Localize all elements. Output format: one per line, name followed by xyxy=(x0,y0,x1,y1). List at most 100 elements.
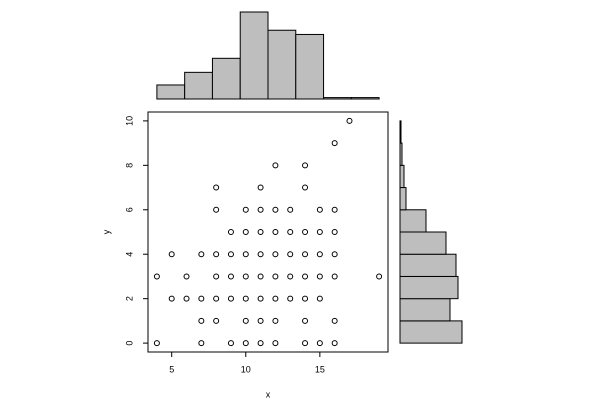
point xyxy=(287,229,294,235)
point xyxy=(242,317,249,324)
plot-box xyxy=(147,111,389,353)
point xyxy=(227,340,234,347)
point xyxy=(316,206,323,213)
x-tick-label: 10 xyxy=(241,364,251,374)
point xyxy=(287,206,294,213)
point xyxy=(302,295,309,302)
point xyxy=(213,317,220,324)
y-tick-label: 2 xyxy=(124,296,134,301)
point xyxy=(302,317,309,324)
point xyxy=(257,340,264,347)
point xyxy=(183,273,190,280)
point xyxy=(257,317,264,324)
histogram-bar xyxy=(399,320,463,344)
point xyxy=(168,295,175,302)
point xyxy=(213,251,220,258)
histogram-bar xyxy=(399,253,457,277)
histogram-bar xyxy=(295,33,325,100)
histogram-bar xyxy=(239,11,269,100)
y-tick-label: 6 xyxy=(124,207,134,212)
point xyxy=(272,251,279,258)
point xyxy=(198,317,205,324)
point xyxy=(227,229,234,235)
histogram-bar xyxy=(323,97,352,100)
point xyxy=(316,273,323,280)
point xyxy=(331,206,338,213)
point xyxy=(302,251,309,258)
point xyxy=(227,251,234,258)
histogram-bar xyxy=(399,231,447,255)
point xyxy=(302,162,309,169)
point xyxy=(376,273,383,280)
point xyxy=(153,273,160,280)
point xyxy=(198,295,205,302)
point xyxy=(272,162,279,169)
point xyxy=(242,273,249,280)
histogram-bar xyxy=(399,187,407,211)
point xyxy=(287,295,294,302)
point xyxy=(302,229,309,235)
point xyxy=(331,140,338,147)
point xyxy=(331,251,338,258)
point xyxy=(316,340,323,347)
point xyxy=(257,229,264,235)
point xyxy=(272,317,279,324)
point xyxy=(346,117,353,124)
point xyxy=(331,317,338,324)
x-tick-label: 5 xyxy=(169,364,174,374)
y-tick-label: 8 xyxy=(124,163,134,168)
point xyxy=(242,340,249,347)
point xyxy=(272,229,279,235)
point xyxy=(331,340,338,347)
point xyxy=(168,251,175,258)
x-axis-label: x xyxy=(266,389,271,399)
point xyxy=(257,295,264,302)
point xyxy=(257,251,264,258)
point xyxy=(242,295,249,302)
histogram-bar xyxy=(184,71,213,100)
point xyxy=(183,295,190,302)
point xyxy=(213,206,220,213)
point xyxy=(316,295,323,302)
point xyxy=(287,273,294,280)
point xyxy=(287,251,294,258)
point xyxy=(227,295,234,302)
y-tick-label: 0 xyxy=(124,341,134,346)
x-tick-label: 15 xyxy=(315,364,325,374)
point xyxy=(272,206,279,213)
point xyxy=(198,340,205,347)
point xyxy=(302,273,309,280)
point xyxy=(153,340,160,347)
point xyxy=(242,206,249,213)
y-tick-label: 4 xyxy=(124,252,134,257)
histogram-bar xyxy=(399,275,459,300)
point xyxy=(257,206,264,213)
point xyxy=(227,273,234,280)
y-axis-label: y xyxy=(101,229,111,234)
point xyxy=(331,229,338,235)
point xyxy=(213,295,220,302)
histogram-bar xyxy=(399,298,451,322)
histogram-bar xyxy=(211,57,241,100)
point xyxy=(272,295,279,302)
histogram-bar xyxy=(399,142,403,166)
histogram-bar xyxy=(399,164,405,189)
point xyxy=(257,273,264,280)
point xyxy=(302,184,309,191)
point xyxy=(331,273,338,280)
point xyxy=(257,184,264,191)
y-tick-label: 10 xyxy=(124,116,134,126)
point xyxy=(272,273,279,280)
point xyxy=(316,251,323,258)
histogram-bar xyxy=(267,29,297,100)
histogram-bar xyxy=(399,209,427,233)
point xyxy=(242,229,249,235)
point xyxy=(213,273,220,280)
point xyxy=(302,340,309,347)
histogram-bar xyxy=(399,120,402,144)
point xyxy=(213,184,220,191)
histogram-bar xyxy=(156,84,186,100)
point xyxy=(198,251,205,258)
point xyxy=(242,251,249,258)
